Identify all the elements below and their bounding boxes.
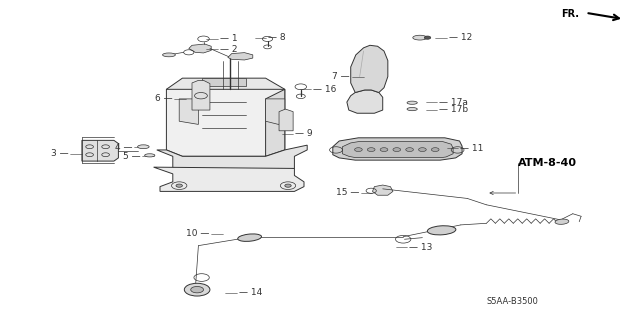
Text: — 16: — 16 [313, 85, 337, 94]
Text: 4 —: 4 — [115, 143, 132, 152]
Polygon shape [179, 99, 198, 124]
Text: — 17a: — 17a [439, 98, 468, 107]
Polygon shape [192, 80, 210, 110]
Text: — 1: — 1 [220, 34, 237, 43]
Circle shape [191, 286, 204, 293]
Text: — 11: — 11 [460, 144, 484, 153]
Text: — 9: — 9 [295, 130, 313, 138]
Polygon shape [157, 145, 307, 175]
Text: 7 —: 7 — [332, 72, 350, 81]
Polygon shape [351, 45, 388, 93]
Polygon shape [266, 99, 285, 124]
Circle shape [367, 148, 375, 152]
Text: S5AA-B3500: S5AA-B3500 [486, 297, 538, 306]
Circle shape [380, 148, 388, 152]
Polygon shape [166, 89, 285, 156]
Text: — 12: — 12 [449, 33, 472, 42]
Polygon shape [82, 140, 118, 161]
Circle shape [431, 148, 439, 152]
Text: 10 —: 10 — [186, 229, 209, 238]
Circle shape [424, 36, 431, 39]
Ellipse shape [407, 101, 417, 104]
Polygon shape [189, 44, 211, 53]
Circle shape [184, 283, 210, 296]
Polygon shape [266, 89, 285, 156]
Polygon shape [342, 142, 453, 158]
Text: 15 —: 15 — [335, 189, 359, 197]
Circle shape [285, 184, 291, 187]
Circle shape [355, 148, 362, 152]
Polygon shape [333, 138, 462, 160]
Text: FR.: FR. [561, 9, 579, 19]
Text: — 8: — 8 [268, 33, 286, 42]
Ellipse shape [555, 219, 569, 224]
Polygon shape [166, 78, 285, 99]
Text: — 13: — 13 [409, 243, 433, 252]
Polygon shape [202, 78, 246, 86]
Text: 3 —: 3 — [51, 149, 68, 158]
Ellipse shape [163, 53, 175, 57]
Polygon shape [347, 90, 383, 113]
Text: 5 —: 5 — [122, 152, 140, 161]
Ellipse shape [237, 234, 262, 241]
Circle shape [393, 148, 401, 152]
Ellipse shape [138, 145, 149, 149]
Circle shape [419, 148, 426, 152]
Circle shape [406, 148, 413, 152]
Polygon shape [154, 167, 304, 191]
Text: ATM-8-40: ATM-8-40 [518, 158, 577, 168]
Polygon shape [228, 53, 253, 60]
Ellipse shape [407, 108, 417, 111]
Ellipse shape [428, 226, 456, 235]
Polygon shape [372, 185, 393, 195]
Circle shape [176, 184, 182, 187]
Text: — 17b: — 17b [439, 105, 468, 114]
Ellipse shape [145, 154, 155, 157]
Text: — 2: — 2 [220, 45, 237, 54]
Polygon shape [279, 109, 293, 131]
Ellipse shape [413, 35, 427, 40]
Text: — 14: — 14 [239, 288, 262, 297]
Text: 6 —: 6 — [154, 94, 172, 103]
